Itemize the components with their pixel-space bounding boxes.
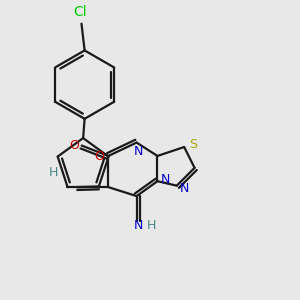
Text: H: H <box>147 219 156 232</box>
Text: N: N <box>134 219 143 232</box>
Text: O: O <box>69 139 79 152</box>
Text: Cl: Cl <box>73 5 87 19</box>
Text: S: S <box>189 138 197 151</box>
Text: N: N <box>161 173 170 186</box>
Text: O: O <box>95 150 105 163</box>
Text: N: N <box>134 145 143 158</box>
Text: N: N <box>179 182 189 195</box>
Text: H: H <box>49 166 58 179</box>
